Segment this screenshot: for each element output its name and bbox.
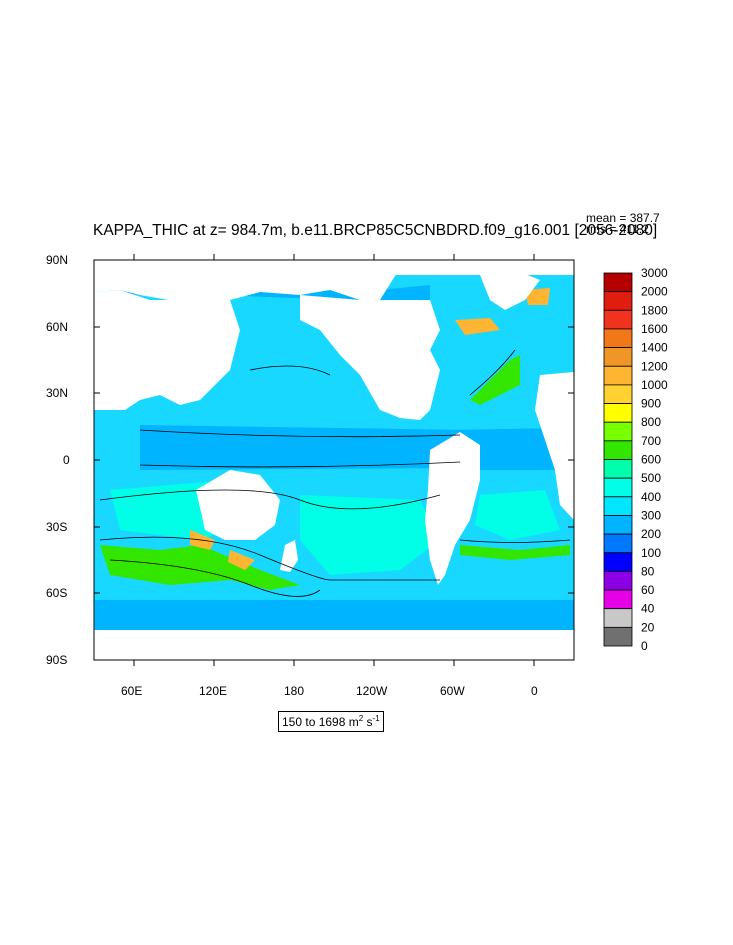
y-tick-label: 30S — [46, 520, 68, 534]
contour-line — [139, 461, 461, 468]
x-tick-label: 60W — [440, 684, 465, 698]
equatorial-band-pacific — [140, 425, 470, 470]
gulf-stream-high — [470, 355, 520, 405]
contour-line — [99, 489, 441, 510]
contour-line — [469, 349, 516, 396]
colorbar-swatch — [603, 589, 633, 610]
stats-readout: mean = 387.7 rms = 411.2 — [586, 211, 660, 236]
colorbar-swatch — [603, 384, 633, 404]
colorbar-label: 2000 — [641, 285, 668, 299]
colorbar-label: 200 — [641, 527, 661, 541]
x-tick-label: 60E — [121, 684, 143, 698]
axis-ticks — [94, 254, 574, 666]
contour-lines — [99, 349, 571, 597]
colorbar-swatch — [603, 515, 633, 535]
eurasia-land — [94, 262, 574, 302]
colorbar — [603, 272, 633, 647]
colorbar-swatch — [603, 571, 633, 591]
x-tick-label: 180 — [284, 684, 305, 698]
colorbar-label: 1400 — [641, 341, 668, 355]
colorbar-label: 700 — [641, 434, 661, 448]
units-s: s — [363, 715, 373, 729]
colorbar-swatch — [603, 477, 633, 498]
colorbar-swatch — [603, 496, 633, 516]
south-pacific-gyre — [300, 495, 440, 575]
colorbar-label: 20 — [641, 620, 655, 634]
units-label: 150 to 1698 m2 s-1 — [278, 711, 384, 732]
colorbar-swatch — [603, 365, 633, 386]
colorbar-swatch — [603, 347, 633, 367]
rms-label: rms = 411.2 — [586, 222, 649, 236]
y-tick-label: 60N — [46, 320, 69, 334]
colorbar-swatch — [603, 626, 633, 647]
colorbar-label: 60 — [641, 583, 655, 597]
colorbar-label: 300 — [641, 508, 661, 522]
colorbar-swatch — [603, 459, 633, 479]
y-tick-label: 60S — [46, 586, 68, 600]
asia-land — [94, 290, 240, 410]
colorbar-label: 600 — [641, 453, 661, 467]
colorbar-label: 40 — [641, 602, 655, 616]
colorbar-label: 800 — [641, 415, 661, 429]
colorbar-label: 1800 — [641, 303, 668, 317]
acc-high-atlantic — [460, 545, 570, 560]
south-america-land — [425, 432, 480, 585]
contour-line — [459, 539, 571, 543]
y-tick-label: 90N — [46, 253, 69, 267]
colorbar-swatch — [603, 403, 633, 423]
colorbar-swatch — [603, 328, 633, 349]
colorbar-label: 500 — [641, 471, 661, 485]
contour-line — [99, 536, 440, 581]
colorbar-swatch — [603, 608, 633, 628]
colorbar-swatch — [603, 440, 633, 460]
colorbar-swatch — [603, 533, 633, 554]
contour-line — [139, 429, 461, 438]
antarctica-land — [94, 630, 574, 660]
contour-line — [109, 559, 321, 597]
colorbar-label: 80 — [641, 564, 655, 578]
antarctic-band — [95, 600, 574, 630]
units-exp2: -1 — [372, 714, 380, 723]
peak-labrador — [455, 318, 500, 335]
colorbar-label: 3000 — [641, 266, 668, 280]
south-atlantic-gyre — [475, 490, 560, 540]
colorbar-label: 900 — [641, 397, 661, 411]
colorbar-swatch — [603, 421, 633, 442]
colorbar-labels: 3000200018001600140012001000900800700600… — [641, 266, 668, 653]
peak-nz — [228, 550, 255, 570]
colorbar-label: 400 — [641, 490, 661, 504]
colorbar-label: 1000 — [641, 378, 668, 392]
x-tick-label: 120E — [199, 684, 228, 698]
mean-label: mean = 387.7 — [586, 211, 660, 225]
acc-high-zone — [100, 545, 300, 590]
contour-line — [249, 365, 331, 376]
australia-land — [196, 470, 280, 540]
y-tick-label: 30N — [46, 386, 69, 400]
greenland-land — [480, 272, 540, 310]
land-masses — [94, 262, 574, 660]
units-range: 150 to 1698 m — [282, 715, 359, 729]
y-tick-label: 0 — [63, 453, 70, 467]
nz-land — [280, 540, 298, 572]
x-tick-label: 0 — [531, 684, 538, 698]
units-exp1: 2 — [358, 714, 364, 723]
colorbar-swatch — [603, 309, 633, 330]
colorbar-swatch — [603, 291, 633, 311]
colorbar-label: 0 — [641, 639, 648, 653]
colorbar-swatch — [603, 552, 633, 572]
plot-title: KAPPA_THIC at z= 984.7m, b.e11.BRCP85C5C… — [93, 222, 658, 239]
peak-nordic — [525, 288, 550, 305]
africa-land — [535, 372, 574, 520]
colorbar-swatch — [603, 272, 633, 293]
x-tick-label: 120W — [356, 684, 388, 698]
colorbar-label: 1600 — [641, 322, 668, 336]
y-tick-label: 90S — [46, 653, 68, 667]
north-america-land — [300, 295, 440, 420]
colorbar-label: 100 — [641, 546, 661, 560]
colorbar-label: 1200 — [641, 359, 668, 373]
